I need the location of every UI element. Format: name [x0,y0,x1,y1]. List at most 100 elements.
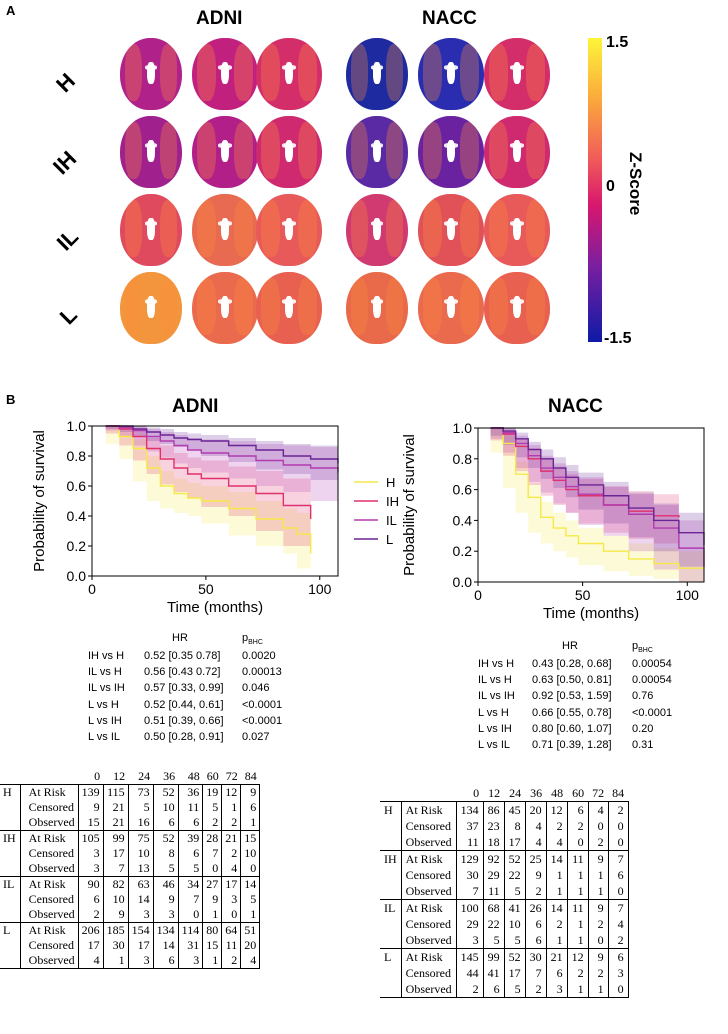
risk-row-label: Observed [401,932,457,949]
risk-cell: 6 [78,892,104,907]
x-axis-label: Time (months) [543,605,639,622]
risk-cell: 11 [567,850,589,867]
x-tick-label: 100 [676,587,700,603]
risk-cell: 6 [153,815,179,831]
risk-cell: 0 [221,907,242,923]
risk-cell: 21 [103,800,129,815]
risk-cell: 0 [608,834,629,851]
risk-row-label: At Risk [401,801,457,818]
risk-cell: 2 [588,916,609,932]
risk-cell: 12 [567,948,589,965]
risk-cell: 0 [202,861,223,877]
risk-cell: 0 [178,907,204,923]
risk-cell: 0 [588,818,609,834]
risk-cell: 5 [153,861,179,877]
risk-group-label [0,861,21,877]
risk-cell: 3 [128,953,154,969]
risk-cell: 3 [128,907,154,923]
risk-cell: 99 [103,830,129,846]
risk-row: IL At Risk 100 68 41 26 14 11 9 7 [380,899,629,916]
risk-cell: 2 [221,846,242,861]
risk-cell: 134 [456,801,484,818]
risk-cell: 12 [221,784,242,800]
risk-group-label [380,981,402,998]
risk-row: Observed 11 18 17 4 4 0 2 0 [380,834,629,851]
risk-group-label: L [0,922,21,938]
risk-cell: 6 [178,846,204,861]
risk-row: Observed 2 9 3 3 0 1 0 1 [0,907,261,923]
risk-cell: 4 [78,953,104,969]
brain-slice [484,38,550,110]
risk-table-nacc: 0 12 24 36 48 60 72 84 H At Risk 134 86 45 20 12 6 4 2 Cen… [380,785,629,998]
risk-row-label: Observed [20,815,79,831]
risk-row-label: At Risk [20,784,79,800]
risk-cell: 31 [178,938,204,953]
risk-cell: 5 [504,981,526,998]
legend-label-il: IL [386,513,397,528]
brain-slice [418,116,484,188]
risk-cell: 2 [588,965,609,981]
risk-cell: 63 [128,876,154,892]
risk-cell: 1 [240,907,261,923]
km-line-il [490,427,705,567]
risk-row: IH At Risk 105 99 75 52 39 28 21 15 [0,830,261,846]
risk-cell: 45 [504,801,526,818]
risk-cell: 7 [202,846,223,861]
risk-header-row: 0 12 24 36 48 60 72 84 [0,769,260,785]
p-value: 0.00054 [632,658,672,670]
risk-cell: 3 [153,907,179,923]
km-line-l [105,425,339,464]
risk-cell: 0 [240,861,261,877]
risk-cell: 129 [456,850,484,867]
risk-cell: 11 [483,883,505,900]
hr-value: 0.57 [0.33, 0.99] [144,682,224,695]
risk-group-label [380,965,402,981]
y-tick-label: 0.2 [67,538,87,554]
risk-row-label: At Risk [20,922,79,938]
risk-group-label: H [380,801,402,818]
risk-group-label: IH [380,850,402,867]
risk-cell: 2 [608,801,629,818]
risk-cell: 30 [525,948,547,965]
brain-slice [346,272,408,344]
risk-row: Observed 3 5 5 6 1 1 0 2 [380,932,629,949]
risk-cell: 11 [567,899,589,916]
risk-cell: 41 [504,899,526,916]
brain-slice [484,116,550,188]
risk-cell: 41 [483,965,505,981]
risk-cell: 44 [456,965,484,981]
risk-cell: 92 [483,850,505,867]
brain-slice [346,116,408,188]
risk-cell: 2 [525,883,547,900]
risk-cell: 14 [128,892,154,907]
hr-value: 0.71 [0.39, 1.28] [532,739,612,751]
risk-row-label: Censored [20,892,79,907]
risk-cell: 154 [128,922,154,938]
hr-comparison: IH vs H [88,650,125,662]
p-value: 0.027 [242,731,270,743]
risk-row-label: At Risk [401,850,457,867]
risk-cell: 52 [153,784,179,800]
brain-slice [256,194,322,266]
risk-cell: 2 [78,907,104,923]
risk-row: Observed 3 7 13 5 5 0 4 0 [0,861,261,877]
risk-cell: 1 [567,883,589,900]
risk-cell: 23 [483,818,505,834]
hr-comparison: L vs H [478,706,509,719]
risk-cell: 1 [546,932,568,949]
risk-row-label: Observed [20,861,79,877]
plot-frame [477,427,705,583]
risk-row-label: Observed [20,907,79,923]
x-axis-label: Time (months) [167,599,263,616]
risk-row: H At Risk 139 115 73 52 36 19 12 9 [0,784,261,800]
risk-row: Observed 2 6 5 2 3 1 1 0 [380,981,629,998]
p-value: <0.0001 [242,698,283,711]
p-value: 0.00054 [632,674,672,687]
risk-table-adni: 0 12 24 36 48 60 72 84 H At Risk 139 115 73 52 36 19 12 9… [0,769,261,969]
ci-band-l [490,428,704,567]
y-tick-label: 1.0 [453,420,473,436]
risk-cell: 2 [456,981,484,998]
risk-cell: 2 [608,932,629,949]
risk-cell: 9 [103,907,129,923]
hr-comparison: IL vs IH [478,690,515,703]
